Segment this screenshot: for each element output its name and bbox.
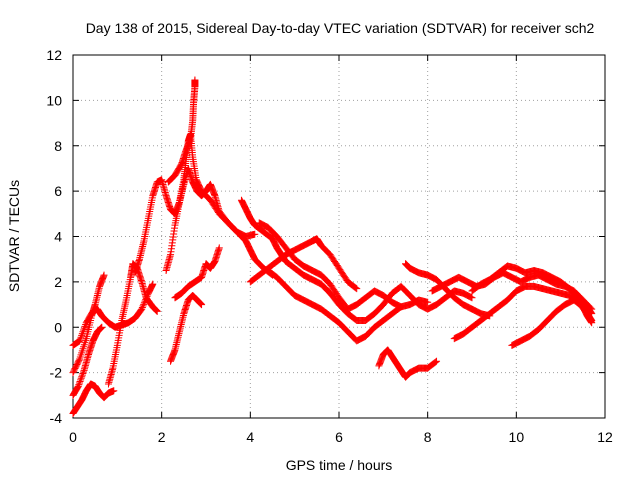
data-point <box>586 303 594 311</box>
data-point <box>77 374 85 382</box>
data-point <box>74 382 82 390</box>
x-tick-label: 10 <box>509 429 525 445</box>
series-s4 <box>69 323 106 399</box>
data-point <box>138 304 146 312</box>
series-s13 <box>246 235 361 293</box>
data-point <box>149 280 157 288</box>
data-point <box>75 381 83 389</box>
data-point <box>431 359 439 367</box>
data-point <box>396 304 404 312</box>
series-s3 <box>69 380 118 417</box>
y-tick-label: 4 <box>54 229 62 245</box>
data-point <box>588 319 596 327</box>
series-s16 <box>402 260 494 320</box>
data-point <box>98 323 106 331</box>
data-point <box>215 244 223 252</box>
series-s9 <box>164 76 199 186</box>
data-point <box>77 376 85 384</box>
series-s11 <box>237 196 476 324</box>
data-point <box>424 298 432 306</box>
data-point <box>251 230 259 238</box>
data-points <box>69 76 596 417</box>
data-point <box>75 356 83 364</box>
x-tick-label: 8 <box>424 429 432 445</box>
y-tick-label: 0 <box>54 319 62 335</box>
axis-ticks: 0 2 4 6 8 10 12 -4 -2 0 2 4 6 8 10 12 <box>46 47 613 445</box>
data-point <box>78 373 86 381</box>
data-point <box>191 76 199 84</box>
data-point <box>81 322 89 330</box>
y-tick-label: 2 <box>54 274 62 290</box>
data-point <box>76 337 84 345</box>
data-point <box>139 302 147 310</box>
data-point <box>153 307 161 315</box>
data-point <box>140 300 148 308</box>
y-tick-label: -2 <box>50 365 63 381</box>
data-point <box>79 370 87 378</box>
data-point <box>100 271 108 279</box>
chart-title: Day 138 of 2015, Sidereal Day-to-day VTE… <box>86 20 595 36</box>
data-point <box>351 283 359 291</box>
data-point <box>352 284 360 292</box>
data-point <box>77 333 85 341</box>
data-point <box>432 358 440 366</box>
data-point <box>353 285 361 293</box>
series-s20 <box>428 269 596 313</box>
y-tick-label: 10 <box>46 92 62 108</box>
data-point <box>76 335 84 343</box>
data-point <box>110 387 118 395</box>
series-s14 <box>264 267 405 345</box>
grid-lines <box>73 55 605 418</box>
series-s15 <box>375 346 441 381</box>
data-point <box>78 331 86 339</box>
series-s19 <box>508 296 596 349</box>
data-point <box>76 377 84 385</box>
data-point <box>138 305 146 313</box>
y-tick-label: 6 <box>54 183 62 199</box>
y-tick-label: 12 <box>46 47 62 63</box>
data-point <box>80 368 88 376</box>
series-s2 <box>69 271 108 377</box>
data-point <box>587 304 595 312</box>
data-point <box>588 305 596 313</box>
series-s12 <box>255 219 432 313</box>
series-s10 <box>171 244 223 302</box>
series-s5 <box>104 260 161 388</box>
data-point <box>78 371 86 379</box>
data-point <box>75 379 83 387</box>
series-s8 <box>167 291 206 365</box>
data-point <box>198 301 206 309</box>
y-tick-label: 8 <box>54 138 62 154</box>
x-tick-label: 12 <box>597 429 613 445</box>
x-tick-label: 6 <box>335 429 343 445</box>
data-point <box>433 357 441 365</box>
data-point <box>73 384 81 392</box>
x-tick-label: 0 <box>69 429 77 445</box>
y-axis-label: SDTVAR / TECUs <box>6 180 22 292</box>
y-tick-label: -4 <box>50 410 63 426</box>
x-tick-label: 4 <box>246 429 254 445</box>
data-point <box>468 294 476 302</box>
x-axis-label: GPS time / hours <box>286 457 393 473</box>
data-point <box>80 324 88 332</box>
data-point <box>397 303 405 311</box>
data-point <box>395 304 403 312</box>
x-tick-label: 2 <box>158 429 166 445</box>
